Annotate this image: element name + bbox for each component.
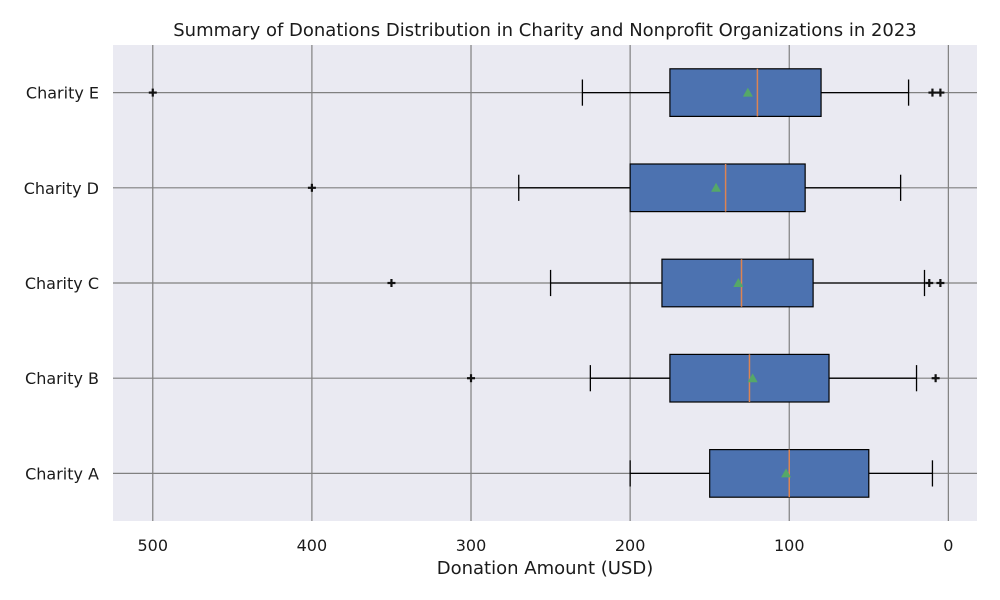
y-tick-label: Charity B — [25, 369, 99, 388]
x-axis-label: Donation Amount (USD) — [437, 558, 653, 579]
mean-marker — [733, 278, 744, 287]
box-group — [148, 68, 945, 118]
outlier-marker — [307, 183, 316, 192]
outlier-marker — [387, 279, 396, 287]
y-tick-label: Charity E — [26, 84, 99, 103]
y-tick-label: Charity A — [25, 464, 99, 483]
mean-marker — [781, 468, 792, 478]
x-tick-label: 500 — [138, 536, 169, 555]
y-tick-label: Charity D — [24, 179, 99, 198]
outlier-marker — [148, 88, 157, 97]
box-series — [148, 68, 945, 498]
box-iqr — [661, 258, 814, 308]
x-tick-label: 100 — [774, 536, 805, 555]
x-tick-label: 200 — [615, 536, 646, 555]
x-tick-label: 0 — [943, 536, 953, 555]
x-tick-label: 400 — [297, 536, 328, 555]
box-group — [307, 163, 902, 213]
box-group — [467, 353, 940, 403]
outlier-marker — [928, 88, 937, 97]
box-group — [629, 449, 934, 498]
outlier-marker — [925, 279, 934, 287]
x-tick-label: 300 — [456, 536, 487, 555]
y-axis-ticks: Charity A Charity B Charity C Charity D Char… — [24, 84, 99, 484]
outlier-marker — [936, 279, 945, 287]
outlier-marker — [931, 374, 940, 383]
box-group — [387, 258, 945, 308]
mean-marker — [742, 87, 753, 97]
mean-marker — [711, 182, 722, 192]
x-axis-ticks: 500 400 300 200 100 0 — [138, 536, 954, 555]
outlier-marker — [936, 88, 945, 97]
chart-title: Summary of Donations Distribution in Cha… — [173, 20, 917, 41]
y-tick-label: Charity C — [25, 274, 99, 293]
mean-marker — [747, 373, 758, 383]
outlier-marker — [467, 374, 476, 383]
